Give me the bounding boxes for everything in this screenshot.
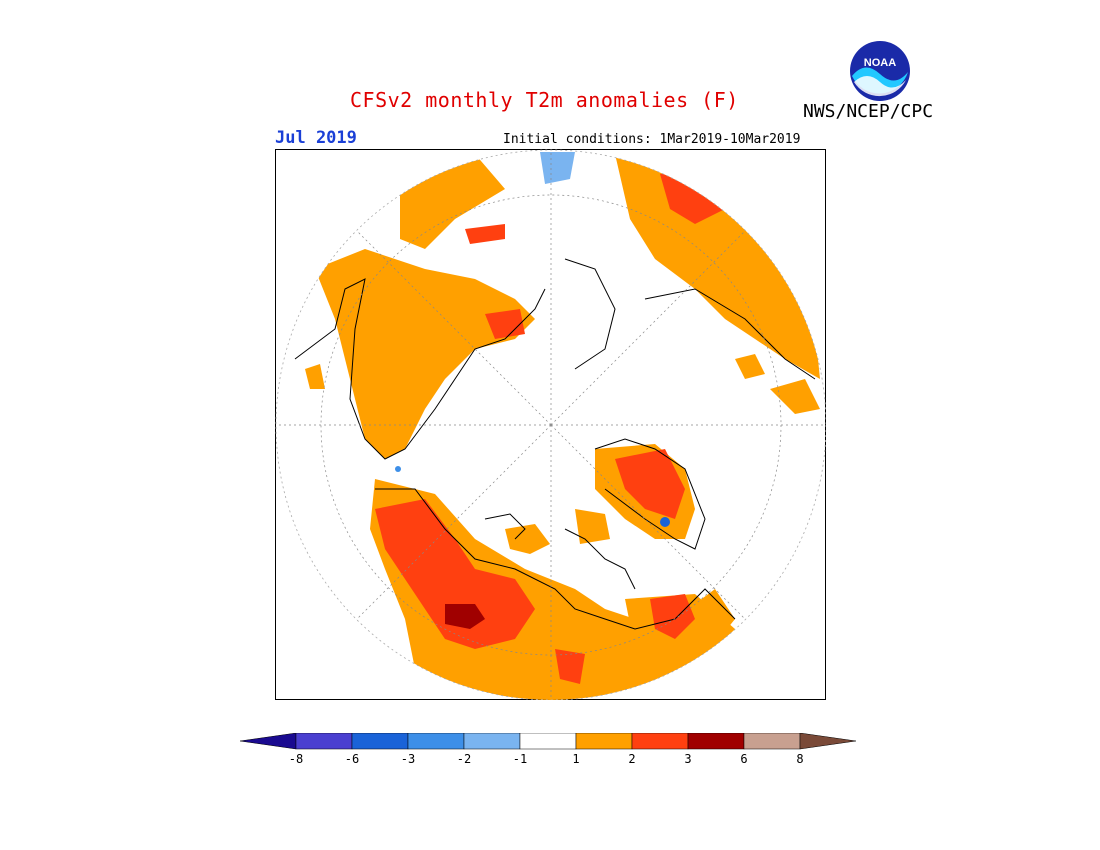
anomaly-shading-2to3 — [375, 169, 725, 684]
noaa-logo: NOAA — [850, 41, 910, 101]
color-legend: -8 -6 -3 -2 -1 1 2 3 6 8 — [240, 733, 857, 766]
initial-conditions: Initial conditions: 1Mar2019-10Mar2019 — [503, 132, 801, 147]
anomaly-shading-negative — [395, 152, 670, 527]
legend-tick-label: 3 — [684, 752, 691, 766]
legend-tick-label: -1 — [513, 752, 527, 766]
legend-tick-label: 2 — [628, 752, 635, 766]
legend-tick-label: -3 — [401, 752, 415, 766]
legend-tick-label: -2 — [457, 752, 471, 766]
legend-swatch — [463, 733, 521, 750]
legend-arrow-high — [799, 733, 857, 750]
legend-tick-label: 8 — [796, 752, 803, 766]
legend-swatch — [743, 733, 801, 750]
legend-swatch — [519, 733, 577, 750]
legend-tick-label: 6 — [740, 752, 747, 766]
legend-swatch — [631, 733, 689, 750]
polar-anomaly-map — [275, 149, 826, 700]
logo-text: NOAA — [864, 57, 896, 69]
legend-arrow-low — [240, 733, 297, 750]
graticule — [276, 150, 826, 700]
legend-tick-label: 1 — [572, 752, 579, 766]
valid-month: Jul 2019 — [275, 128, 357, 148]
coastlines — [294, 258, 816, 630]
page-title: CFSv2 monthly T2m anomalies (F) — [350, 88, 739, 112]
legend-swatch — [351, 733, 409, 750]
agency-label: NWS/NCEP/CPC — [803, 101, 934, 122]
legend-tick-label: -8 — [289, 752, 303, 766]
legend-swatch — [295, 733, 353, 750]
anomaly-shading-3to6 — [445, 604, 485, 629]
map-boundary — [275, 149, 826, 700]
legend-swatch — [687, 733, 745, 750]
legend-swatch — [407, 733, 465, 750]
legend-swatch — [575, 733, 633, 750]
legend-tick-label: -6 — [345, 752, 359, 766]
